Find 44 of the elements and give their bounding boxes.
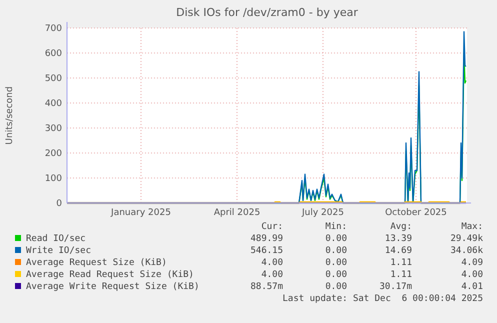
text: 0.00 (325, 258, 347, 268)
x-tick-label: July 2025 (301, 208, 344, 218)
text: 4.09 (461, 258, 483, 268)
text: 4.00 (461, 270, 483, 280)
text: Cur: (261, 222, 283, 232)
x-tick-label: April 2025 (214, 208, 260, 218)
text: 0.00 (325, 282, 347, 292)
y-tick-label: 100 (44, 174, 62, 184)
legend-label: Read IO/sec (26, 234, 86, 244)
legend-label: Average Write Request Size (KiB) (26, 282, 200, 292)
y-axis-title: Units/second (5, 86, 15, 145)
legend-label: Average Read Request Size (KiB) (26, 270, 194, 280)
text: Avg: (390, 222, 412, 232)
chart-title: Disk IOs for /dev/zram0 - by year (176, 6, 358, 19)
y-tick-label: 500 (44, 74, 62, 84)
y-tick-label: 0 (56, 199, 62, 209)
y-tick-label: 700 (44, 24, 62, 34)
y-tick-label: 400 (44, 99, 62, 109)
y-tick-label: 600 (44, 49, 62, 59)
text: Min: (325, 222, 347, 232)
text: 34.06k (450, 246, 484, 256)
text: 1.11 (390, 258, 412, 268)
text: 14.69 (384, 246, 412, 256)
text: 1.11 (390, 270, 412, 280)
text: 4.01 (461, 282, 483, 292)
text: 88.57m (250, 282, 283, 292)
text: 0.00 (325, 234, 347, 244)
y-tick-label: 200 (44, 149, 62, 159)
text: 13.39 (384, 234, 412, 244)
text: 29.49k (450, 234, 484, 244)
text: 546.15 (250, 246, 283, 256)
x-tick-label: October 2025 (385, 208, 447, 218)
text: 30.17m (379, 282, 412, 292)
text: Max: (461, 222, 483, 232)
text: Last update: Sat Dec 6 00:00:04 2025 (282, 294, 483, 304)
text: 489.99 (250, 234, 283, 244)
x-tick-label: January 2025 (110, 208, 171, 218)
text: 4.00 (261, 270, 283, 280)
text: 4.00 (261, 258, 283, 268)
text: 0.00 (325, 270, 347, 280)
text: 0.00 (325, 246, 347, 256)
legend-label: Write IO/sec (26, 246, 92, 256)
y-tick-label: 300 (44, 124, 62, 134)
legend-label: Average Request Size (KiB) (26, 258, 167, 268)
